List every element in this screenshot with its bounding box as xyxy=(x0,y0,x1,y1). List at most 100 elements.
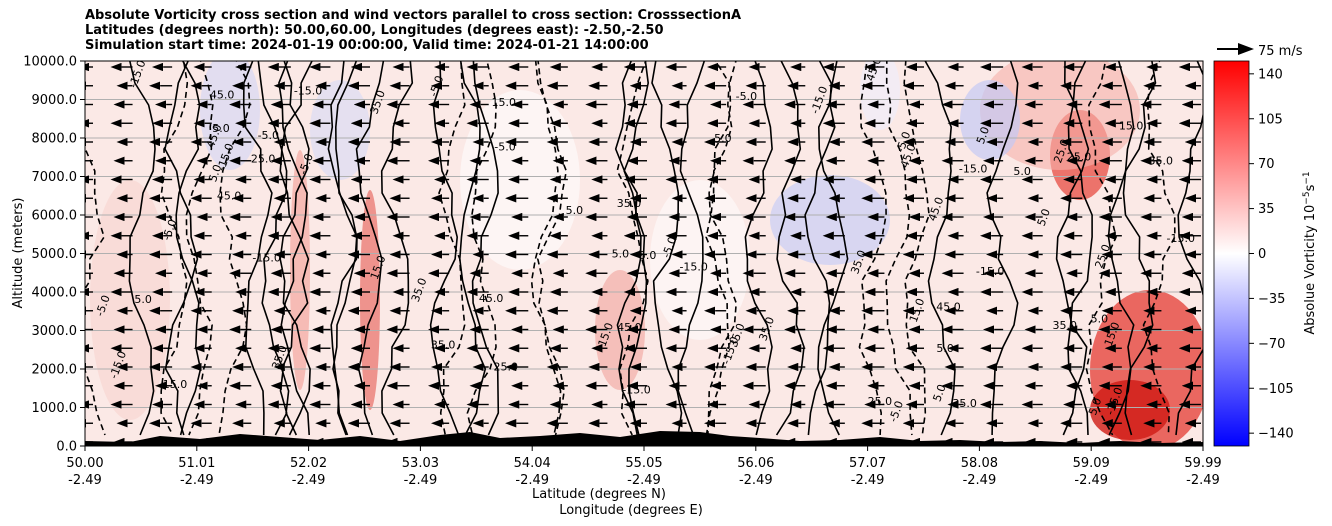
colorbar-tick-label: −140 xyxy=(1258,427,1294,442)
contour-label: 45.0 xyxy=(217,189,242,202)
y-tick-label: 10000.0 xyxy=(23,55,77,70)
x-tick-label-lat: 51.01 xyxy=(178,456,215,471)
x-tick-label-lat: 54.04 xyxy=(514,456,551,471)
x-axis-label-latitude: Latitude (degrees N) xyxy=(532,487,666,502)
y-tick-label: 1000.0 xyxy=(32,401,78,416)
colorbar-label: Absolue Vorticity 10−5s−1 xyxy=(1302,171,1318,334)
x-axis-label-longitude: Longitude (degrees E) xyxy=(559,503,703,518)
x-tick-label-lon: -2.49 xyxy=(1186,473,1220,488)
contour-label: 45.0 xyxy=(210,88,235,101)
colorbar: 140 105 70 35 0 −35 −70 −105 −140 Absolue Vortic… xyxy=(1213,60,1318,447)
contour-label: -5.0 xyxy=(258,129,279,142)
x-tick-label-lon: -2.49 xyxy=(627,473,661,488)
contour-label: 45.0 xyxy=(479,292,504,305)
contour-label: 5.0 xyxy=(1035,207,1053,228)
contour-label: 5.0 xyxy=(936,342,954,355)
contour-label: -15.0 xyxy=(252,252,280,265)
contour-line xyxy=(160,61,189,436)
x-axis: 50.00 -2.49 51.01 -2.49 52.02 -2.49 53.03 -2.49… xyxy=(66,446,1222,488)
contour-label: 5.0 xyxy=(714,132,732,145)
y-tick-label: 3000.0 xyxy=(32,324,78,339)
contour-label: 5.0 xyxy=(1013,165,1031,178)
chart-title-block: Absolute Vorticity cross section and win… xyxy=(85,8,741,53)
x-tick-label-lon: -2.49 xyxy=(68,473,102,488)
contour-label: 5.0 xyxy=(212,122,230,135)
vorticity-region xyxy=(90,180,170,420)
contour-line xyxy=(1085,61,1117,436)
y-tick-label: 5000.0 xyxy=(32,247,78,262)
x-tick-label-lon: -2.49 xyxy=(1074,473,1108,488)
contour-label: -15.0 xyxy=(1167,232,1195,245)
x-tick-label-lon: -2.49 xyxy=(292,473,326,488)
contour-label: 15.0 xyxy=(492,96,517,109)
colorbar-tick-label: 105 xyxy=(1258,112,1283,127)
contour-label: -5.0 xyxy=(736,90,757,103)
wind-key-label: 75 m/s xyxy=(1258,44,1303,59)
colorbar-tick-label: 70 xyxy=(1258,157,1275,172)
contour-line xyxy=(164,61,199,436)
contour-label: 15.0 xyxy=(1119,120,1144,133)
contour-label: 5.0 xyxy=(612,248,630,261)
contour-label: 25.0 xyxy=(251,152,275,165)
contour-label: 25.0 xyxy=(493,361,518,374)
colorbar-tick-label: 35 xyxy=(1258,202,1275,217)
contour-label: 5.0 xyxy=(206,163,224,184)
plot-area: 15.045.05.0-5.0-15.015.0-15.0-5.045.015.… xyxy=(84,60,1204,447)
colorbar-tick-label: 140 xyxy=(1258,67,1283,82)
x-tick-label-lon: -2.49 xyxy=(180,473,214,488)
contour-label: 35.0 xyxy=(952,397,977,410)
x-tick-label-lon: -2.49 xyxy=(515,473,549,488)
contour-label: 35.0 xyxy=(1053,319,1078,332)
y-axis-label: Altitude (meters) xyxy=(11,198,26,309)
contour-label: -15.0 xyxy=(976,265,1004,278)
colorbar-tick-label: 0 xyxy=(1258,247,1266,262)
contour-label: -5.0 xyxy=(494,140,515,153)
contour-label: -15.0 xyxy=(679,261,707,274)
contour-line xyxy=(466,61,497,436)
y-tick-label: 0.0 xyxy=(56,440,77,455)
x-tick-label-lat: 58.08 xyxy=(961,456,998,471)
x-tick-label-lon: -2.49 xyxy=(963,473,997,488)
contour-label: 35.0 xyxy=(617,197,642,210)
x-tick-label-lat: 57.07 xyxy=(849,456,886,471)
title-line-3: Simulation start time: 2024-01-19 00:00:… xyxy=(85,38,649,53)
contour-label: 25.0 xyxy=(1067,151,1092,164)
x-tick-label-lat: 52.02 xyxy=(290,456,327,471)
x-tick-label-lat: 55.05 xyxy=(625,456,662,471)
contour-line xyxy=(536,61,568,436)
contour-line xyxy=(705,61,733,436)
x-tick-label-lat: 59.99 xyxy=(1184,456,1221,471)
y-axis: 0.0 1000.0 2000.0 3000.0 4000.0 5000.0 6000.0 7… xyxy=(23,55,85,455)
y-tick-label: 6000.0 xyxy=(32,209,78,224)
contour-label: 25.0 xyxy=(868,395,893,408)
vorticity-region xyxy=(770,175,890,265)
x-tick-label-lat: 56.06 xyxy=(737,456,774,471)
contour-label: 5.0 xyxy=(134,293,152,306)
y-tick-label: 7000.0 xyxy=(32,170,78,185)
wind-vector-key: 75 m/s xyxy=(1217,43,1303,59)
colorbar-tick-label: −35 xyxy=(1258,292,1285,307)
vorticity-region xyxy=(360,190,380,410)
x-tick-label-lat: 59.09 xyxy=(1073,456,1110,471)
colorbar-tick-label: −70 xyxy=(1258,337,1285,352)
vorticity-region xyxy=(200,61,260,170)
contour-label: 5.0 xyxy=(566,204,584,217)
x-tick-label-lon: -2.49 xyxy=(404,473,438,488)
contour-label: 5.0 xyxy=(639,249,657,262)
contour-line xyxy=(858,61,887,436)
contour-label: 5.0 xyxy=(1091,313,1109,326)
terrain-silhouette xyxy=(85,431,1203,446)
y-tick-label: 4000.0 xyxy=(32,286,78,301)
vorticity-region xyxy=(960,80,1020,160)
contour-line xyxy=(185,61,214,436)
contour-line xyxy=(903,61,930,436)
y-tick-label: 8000.0 xyxy=(32,132,78,147)
contour-label: -15.0 xyxy=(159,378,187,391)
contour-line xyxy=(438,61,466,436)
contour-line xyxy=(614,61,642,436)
contour-label: -15.0 xyxy=(294,84,322,97)
title-line-1: Absolute Vorticity cross section and win… xyxy=(85,8,742,23)
vorticity-region xyxy=(980,61,1140,170)
x-tick-label-lon: -2.49 xyxy=(851,473,885,488)
